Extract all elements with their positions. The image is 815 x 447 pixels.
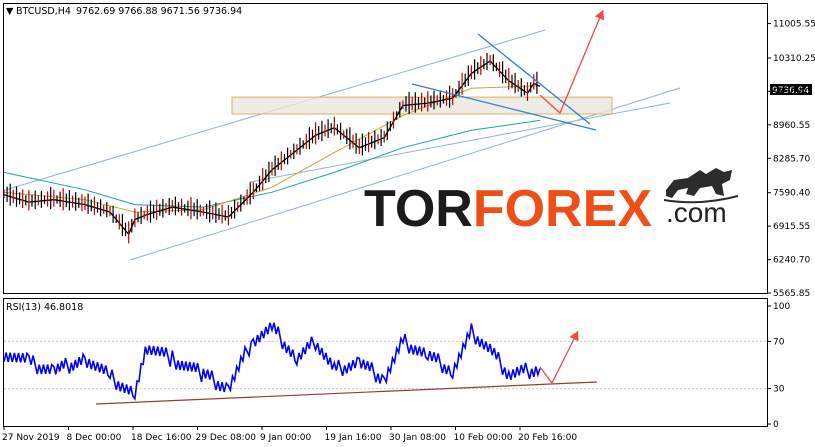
price-y-tick-label: 6240.70: [773, 256, 810, 266]
price-y-tick-label: 6915.55: [773, 222, 810, 232]
watermark-brand-part-1: TOR: [364, 180, 473, 238]
watermark: TORFOREX .com: [364, 168, 739, 238]
rsi-y-tick-label: 70: [773, 337, 785, 347]
price-tag: 9736.94: [772, 86, 809, 96]
price-plot: [3, 9, 681, 261]
wedge-upper-line: [477, 33, 591, 125]
rsi-forecast-arrow-head: [569, 331, 579, 342]
rsi-trendline: [95, 381, 598, 405]
watermark-brand: TORFOREX: [364, 180, 652, 238]
bull-swoosh: [663, 195, 739, 204]
x-tick-label: 9 Jan 00:00: [260, 433, 312, 443]
rsi-y-tick-label: 30: [773, 385, 785, 395]
ohlc-values: 9762.69 9766.88 9671.56 9736.94: [76, 6, 242, 17]
x-tick-label: 18 Dec 16:00: [131, 433, 192, 443]
bull-shape: [666, 168, 732, 198]
price-y-tick-label: 8285.70: [773, 154, 810, 164]
price-candles: [3, 53, 538, 244]
channel-lower-line: [129, 87, 681, 261]
x-tick-label: 8 Dec 00:00: [67, 433, 122, 443]
price-y-tick-label: 5565.85: [773, 289, 810, 299]
rsi-forecast-arrow: [539, 330, 579, 385]
symbol-triangle-icon: ▼: [6, 6, 14, 17]
price-y-tick-label: 11005.55: [773, 20, 815, 30]
price-panel-frame: [3, 3, 768, 294]
rsi-y-tick-label: 100: [773, 302, 790, 312]
rsi-line: [3, 322, 541, 401]
x-tick-label: 20 Feb 16:00: [518, 433, 577, 443]
x-tick-label: 19 Jan 16:00: [325, 433, 382, 443]
price-tag-box: [770, 84, 812, 95]
symbol-label: BTCUSD,H4: [16, 6, 71, 17]
x-tick-label: 27 Nov 2019: [2, 433, 60, 443]
ma-slow-line: [3, 119, 541, 208]
ma-fast-line: [3, 85, 541, 213]
x-tick-label: 10 Feb 00:00: [454, 433, 513, 443]
bull-logo-icon: [663, 168, 739, 204]
channel-mid-line: [249, 102, 671, 183]
axes: 11005.55 10310.25 9636.40 8960.55 8285.70 759…: [2, 20, 815, 443]
price-forecast-arrow-head: [594, 10, 605, 21]
price-y-tick-label: 9636.40: [773, 87, 810, 97]
rsi-panel-frame: [3, 298, 768, 427]
price-forecast-arrow: [539, 9, 604, 115]
x-tick-label: 29 Dec 08:00: [196, 433, 257, 443]
watermark-brand-part-2: FOREX: [473, 180, 652, 238]
rsi-label: RSI(13) 46.8018: [6, 302, 83, 313]
price-y-tick-label: 10310.25: [773, 54, 815, 64]
rsi-plot: [3, 322, 767, 405]
price-y-tick-label: 8960.55: [773, 121, 810, 131]
wedge-lower-line: [411, 83, 597, 131]
price-y-tick-label: 7590.40: [773, 189, 810, 199]
x-tick-label: 30 Jan 08:00: [389, 433, 446, 443]
rsi-y-tick-label: 0: [773, 420, 779, 430]
